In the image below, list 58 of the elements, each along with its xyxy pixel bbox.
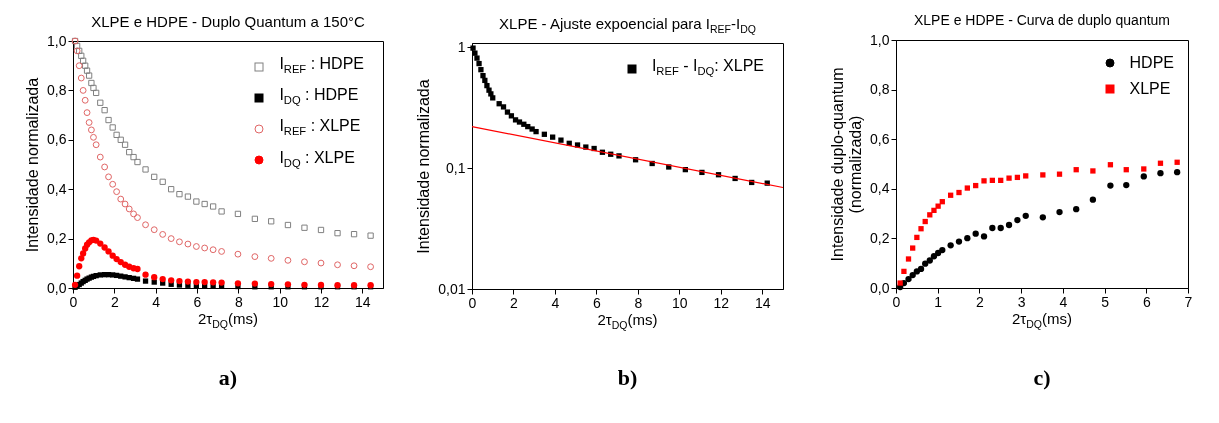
x-tick-label: 0 bbox=[468, 294, 477, 311]
x-axis-title: 2τ$_{DQ}$(ms) bbox=[597, 311, 658, 331]
y-axis-title: Intensidade duplo-quantum (normalizada) bbox=[829, 67, 865, 262]
x-tick-label: 1 bbox=[934, 293, 943, 310]
y-tick-label: 1,0 bbox=[870, 31, 890, 48]
x-tick-label: 2 bbox=[976, 293, 985, 310]
y-tick-label: 0,1 bbox=[446, 159, 466, 176]
legend-label: HDPE bbox=[1129, 53, 1174, 73]
y-axis-title: Intensidade normalizada bbox=[24, 77, 42, 253]
text: b) bbox=[617, 365, 638, 391]
legend-label: I$_{REF}$ : HDPE bbox=[279, 54, 364, 78]
x-tick-label: 2 bbox=[110, 293, 119, 310]
y-tick-label: 0,4 bbox=[870, 180, 890, 197]
chart-title: XLPE - Ajuste expoencial para I$_{REF}$-I$_{DQ}$ bbox=[499, 15, 756, 35]
y-tick-label: 0,6 bbox=[870, 130, 890, 147]
x-tick-label: 14 bbox=[355, 293, 371, 310]
y-tick-label: 0,0 bbox=[47, 279, 67, 296]
x-tick-label: 2 bbox=[510, 294, 519, 311]
x-tick-label: 3 bbox=[1017, 293, 1026, 310]
x-tick-label: 0 bbox=[69, 293, 78, 310]
x-tick-label: 6 bbox=[193, 293, 202, 310]
x-tick-label: 14 bbox=[754, 294, 771, 311]
y-tick-label: 0,8 bbox=[870, 81, 890, 98]
x-tick-label: 4 bbox=[152, 293, 161, 310]
y-tick-label: 1,0 bbox=[47, 32, 67, 49]
y-tick-label: 1 bbox=[457, 38, 466, 55]
x-tick-label: 10 bbox=[672, 294, 688, 311]
chart-title: XLPE e HDPE - Curva de duplo quantum bbox=[913, 12, 1171, 28]
x-tick-label: 6 bbox=[1142, 293, 1151, 310]
x-tick-label: 4 bbox=[551, 294, 560, 311]
y-tick-label: 0,6 bbox=[47, 131, 67, 148]
x-tick-label: 8 bbox=[234, 293, 243, 310]
x-tick-label: 4 bbox=[1059, 293, 1068, 310]
x-tick-label: 12 bbox=[713, 294, 730, 311]
chart-title: XLPE e HDPE - Duplo Quantum a 150°C bbox=[91, 13, 365, 30]
x-tick-label: 6 bbox=[593, 294, 601, 311]
text: a) bbox=[218, 365, 238, 391]
x-tick-label: 8 bbox=[634, 294, 643, 311]
legend-label: XLPE bbox=[1129, 79, 1171, 99]
legend-label: I$_{DQ}$ : XLPE bbox=[279, 147, 355, 171]
x-tick-label: 7 bbox=[1184, 293, 1193, 310]
legend-label: I$_{REF}$ : XLPE bbox=[279, 116, 361, 140]
y-tick-label: 0,4 bbox=[47, 180, 67, 197]
y-axis-title: Intensidade normalizada bbox=[415, 79, 433, 254]
x-tick-label: 10 bbox=[272, 293, 289, 310]
x-tick-label: 0 bbox=[892, 293, 901, 310]
y-tick-label: 0,0 bbox=[870, 279, 890, 296]
y-tick-label: 0,2 bbox=[870, 229, 890, 246]
y-tick-label: 0,8 bbox=[47, 81, 67, 98]
legend-label: I$_{DQ}$ : HDPE bbox=[279, 85, 359, 109]
x-tick-label: 5 bbox=[1101, 293, 1110, 310]
x-axis-title: 2τ$_{DQ}$(ms) bbox=[197, 310, 259, 330]
y-tick-label: 0,2 bbox=[47, 230, 67, 247]
y-tick-label: 0,01 bbox=[438, 280, 466, 297]
x-tick-label: 12 bbox=[313, 293, 330, 310]
x-axis-title: 2τ$_{DQ}$(ms) bbox=[1011, 310, 1073, 330]
text: c) bbox=[1033, 365, 1051, 391]
legend-label: I$_{REF}$ - I$_{DQ}$: XLPE bbox=[651, 56, 764, 80]
